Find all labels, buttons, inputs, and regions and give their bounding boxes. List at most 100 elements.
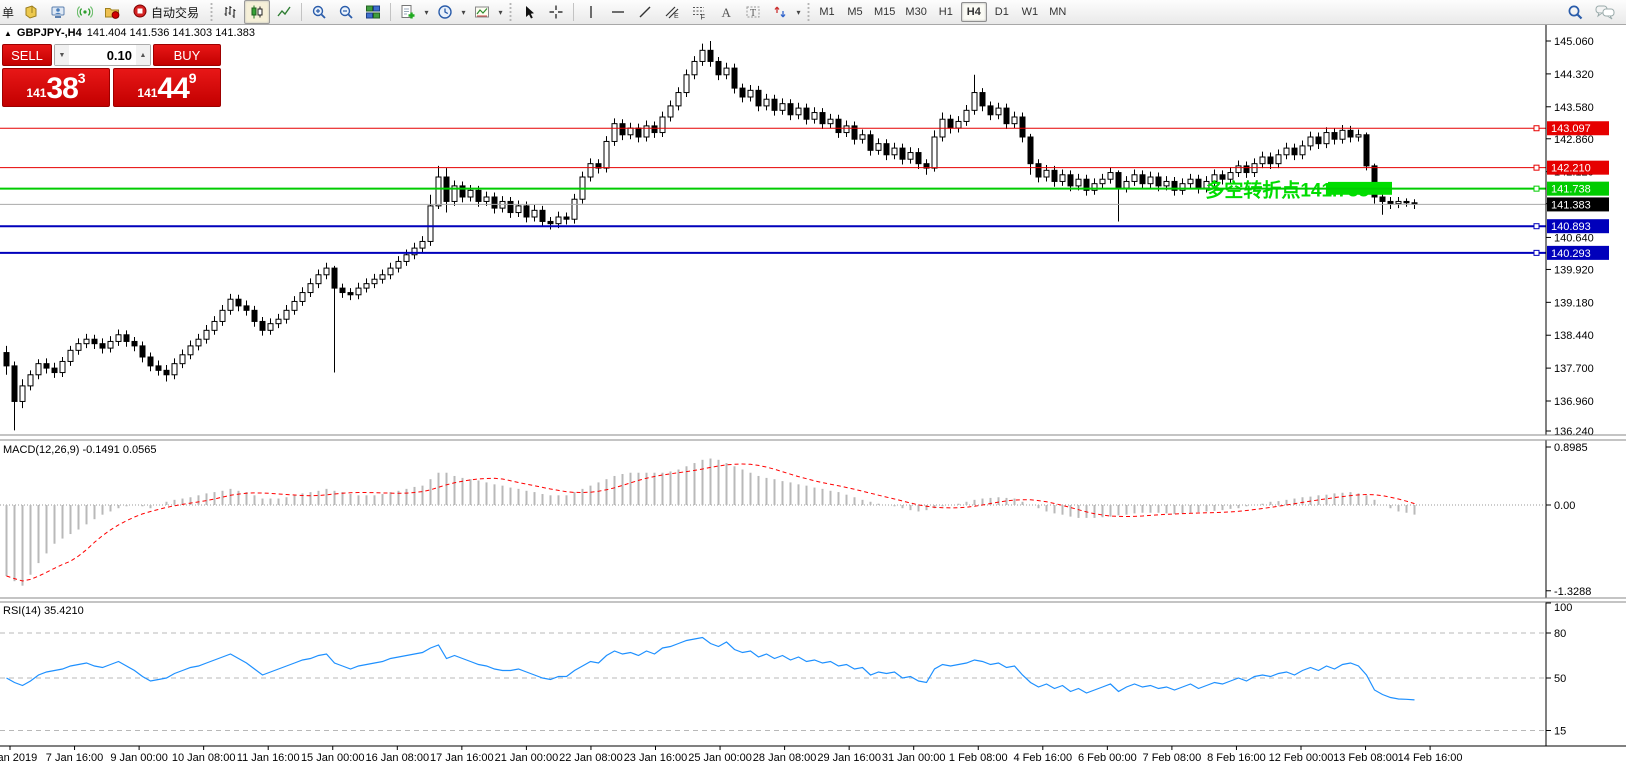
add-indicator-icon	[400, 4, 416, 20]
trendline-button[interactable]	[632, 0, 658, 24]
volume-input[interactable]	[69, 45, 136, 65]
timeframe-mn[interactable]: MN	[1045, 2, 1071, 22]
price-badge: 143.097	[1547, 121, 1609, 136]
svg-text:17 Jan 16:00: 17 Jan 16:00	[430, 752, 494, 764]
fibonacci-button[interactable]: F	[686, 0, 712, 24]
buy-button[interactable]: BUY	[153, 44, 221, 66]
line-handle[interactable]	[1533, 125, 1540, 132]
indicators-dropdown-caret[interactable]: ▾	[424, 7, 429, 17]
svg-text:23 Jan 16:00: 23 Jan 16:00	[624, 752, 688, 764]
svg-text:15 Jan 00:00: 15 Jan 00:00	[301, 752, 365, 764]
timeframe-h4[interactable]: H4	[960, 2, 987, 22]
search-button[interactable]	[1562, 0, 1588, 24]
line-handle[interactable]	[1533, 185, 1540, 192]
tile-windows-icon	[365, 4, 381, 20]
timeframe-m30[interactable]: M30	[901, 2, 930, 22]
clock-icon	[437, 4, 453, 20]
autotrading-button[interactable]: 自动交易	[126, 0, 206, 24]
channel-icon: E	[664, 4, 680, 20]
templates-dropdown-caret[interactable]: ▾	[498, 7, 503, 17]
arrow-styles-dropdown-caret[interactable]: ▾	[796, 7, 801, 17]
timeframe-d1[interactable]: D1	[989, 2, 1015, 22]
timeframe-m5[interactable]: M5	[842, 2, 868, 22]
crosshair-button[interactable]	[543, 0, 569, 24]
toolbar-drag-handle[interactable]	[508, 3, 514, 21]
text-label-button[interactable]: T	[740, 0, 766, 24]
macd-signal-line	[6, 463, 1415, 582]
cursor-button[interactable]	[516, 0, 542, 24]
signal-button[interactable]	[72, 0, 98, 24]
equidistant-channel-button[interactable]: E	[659, 0, 685, 24]
line-handle[interactable]	[1533, 164, 1540, 171]
sell-button[interactable]: SELL	[2, 44, 52, 66]
svg-text:21 Jan 00:00: 21 Jan 00:00	[495, 752, 559, 764]
zoom-out-button[interactable]	[333, 0, 359, 24]
new-order-button-partial[interactable]: 单	[2, 5, 15, 20]
periods-button[interactable]	[432, 0, 458, 24]
collapse-panel-icon[interactable]: ▲	[4, 28, 12, 38]
rsi-label: RSI(14) 35.4210	[3, 605, 84, 617]
text-button[interactable]: A	[713, 0, 739, 24]
svg-text:143.097: 143.097	[1551, 123, 1591, 135]
tile-windows-button[interactable]	[360, 0, 386, 24]
zoom-in-button[interactable]	[306, 0, 332, 24]
bar-chart-button[interactable]	[217, 0, 243, 24]
search-icon	[1567, 4, 1584, 21]
price-scale[interactable]: 145.060144.320143.580142.860142.120141.4…	[1545, 24, 1609, 746]
svg-text:22 Jan 08:00: 22 Jan 08:00	[559, 752, 623, 764]
volume-increase-button[interactable]: ▲	[136, 45, 150, 65]
market-button[interactable]	[99, 0, 125, 24]
svg-text:4 Feb 16:00: 4 Feb 16:00	[1013, 752, 1072, 764]
svg-text:136.960: 136.960	[1554, 396, 1594, 408]
timeframe-m15[interactable]: M15	[870, 2, 899, 22]
svg-text:0.8985: 0.8985	[1554, 442, 1588, 454]
svg-text:80: 80	[1554, 628, 1566, 640]
timeframe-m1[interactable]: M1	[814, 2, 840, 22]
svg-text:0.00: 0.00	[1554, 500, 1575, 512]
profile-button[interactable]	[45, 0, 71, 24]
signal-icon	[77, 4, 93, 20]
line-chart-button[interactable]	[271, 0, 297, 24]
bid-quote-button[interactable]: 141 38 3	[2, 68, 110, 107]
svg-text:141.383: 141.383	[1551, 199, 1591, 211]
book-icon	[23, 4, 39, 20]
horizontal-line-button[interactable]	[605, 0, 631, 24]
svg-text:138.440: 138.440	[1554, 330, 1594, 342]
candlestick-chart-button[interactable]	[244, 0, 271, 24]
toolbar-drag-handle[interactable]	[209, 3, 215, 21]
profile-icon	[50, 4, 66, 20]
indicators-button[interactable]	[395, 0, 421, 24]
zoom-in-icon	[311, 4, 327, 20]
toolbar-drag-handle[interactable]	[806, 3, 812, 21]
metaeditor-button[interactable]	[18, 0, 44, 24]
line-handle[interactable]	[1533, 249, 1540, 256]
svg-text:12 Feb 00:00: 12 Feb 00:00	[1269, 752, 1334, 764]
svg-text:139.180: 139.180	[1554, 297, 1594, 309]
svg-text:9 Jan 00:00: 9 Jan 00:00	[110, 752, 168, 764]
volume-decrease-button[interactable]: ▼	[55, 45, 69, 65]
periods-dropdown-caret[interactable]: ▾	[461, 7, 466, 17]
ask-quote-button[interactable]: 141 44 9	[113, 68, 221, 107]
svg-text:F: F	[701, 13, 706, 21]
zoom-out-icon	[338, 4, 354, 20]
chart-annotation-text[interactable]: 多空转折点141.738	[1205, 178, 1369, 201]
svg-text:15: 15	[1554, 726, 1566, 738]
templates-button[interactable]	[469, 0, 495, 24]
text-label-icon: T	[745, 4, 761, 20]
toolbar-separator	[390, 3, 392, 21]
chat-button[interactable]	[1592, 0, 1618, 24]
svg-text:142.860: 142.860	[1554, 134, 1594, 146]
timeframe-w1[interactable]: W1	[1017, 2, 1043, 22]
arrow-styles-button[interactable]	[767, 0, 793, 24]
svg-text:7 Feb 08:00: 7 Feb 08:00	[1143, 752, 1202, 764]
vertical-line-button[interactable]	[578, 0, 604, 24]
line-chart-icon	[276, 4, 292, 20]
timeframe-h1[interactable]: H1	[933, 2, 959, 22]
ohlc-values: 141.404 141.536 141.303 141.383	[86, 27, 255, 39]
line-handle[interactable]	[1533, 223, 1540, 230]
svg-text:T: T	[750, 8, 756, 19]
horizontal-line-icon	[610, 4, 626, 20]
time-axis[interactable]: 4 Jan 2019 7 Jan 16:00 9 Jan 00:00 10 Jan 0…	[0, 745, 1626, 764]
